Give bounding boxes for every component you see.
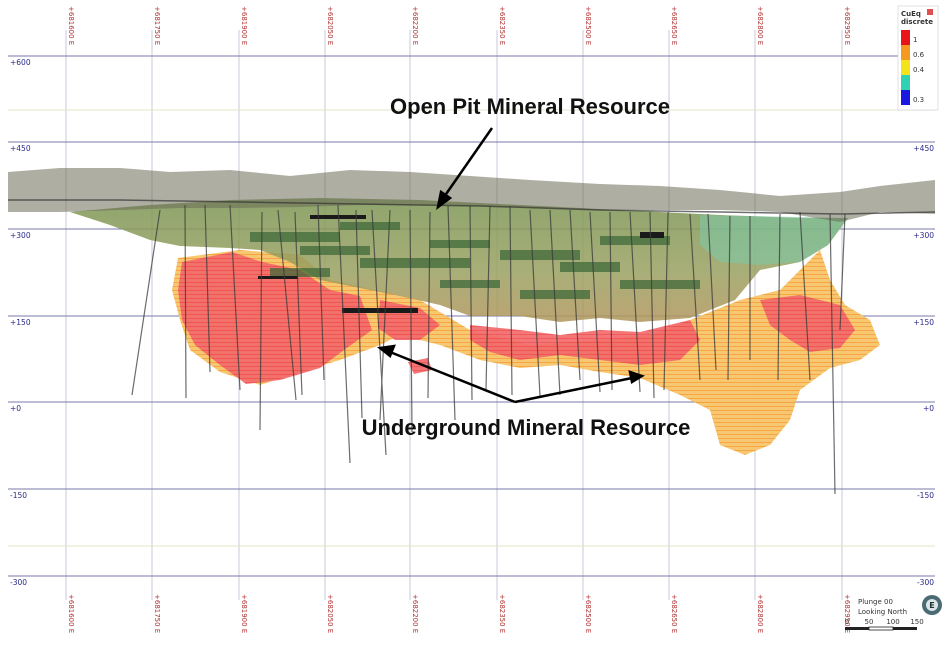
easting-label-bottom: +682950 E: [843, 594, 851, 633]
elevation-label-left: +600: [10, 58, 31, 67]
drill-hole: [277, 209, 297, 401]
underground-arrows: [376, 344, 645, 404]
easting-label-bottom: +682050 E: [326, 594, 334, 633]
legend-swatch: [901, 90, 910, 105]
scale-tick-label: 0: [845, 618, 849, 626]
elevation-label-right: -300: [917, 578, 934, 587]
legend-swatch: [901, 45, 910, 60]
easting-label-bottom: +681600 E: [67, 594, 75, 633]
easting-label-top: +682800 E: [756, 6, 764, 45]
easting-label-top: +682050 E: [326, 6, 334, 45]
drill-hole: [549, 209, 561, 396]
easting-label-bottom: +681750 E: [153, 594, 161, 633]
drill-hole: [184, 204, 187, 399]
elevation-label-right: +450: [913, 144, 934, 153]
drill-hole: [799, 211, 811, 381]
drill-hole: [294, 211, 303, 396]
open-pit-shell: [70, 198, 848, 322]
easting-label-top: +681600 E: [67, 6, 75, 45]
view-orientation: Plunge 00 Looking North E 0 50 100 150: [845, 595, 942, 631]
drill-hole: [485, 205, 491, 391]
elevation-label-left: +300: [10, 231, 31, 240]
legend-label: 0.4: [913, 66, 925, 74]
scale-tick-label: 150: [910, 618, 923, 626]
drill-hole: [609, 211, 613, 391]
drill-hole: [569, 209, 581, 381]
easting-label-bottom: +682200 E: [411, 594, 419, 633]
drill-hole: [589, 211, 601, 393]
drill-hole: [629, 211, 641, 393]
drill-hole-traces: [131, 204, 846, 495]
elevation-label-left: +450: [10, 144, 31, 153]
drill-hole: [229, 204, 241, 391]
drill-hole: [131, 209, 161, 396]
drill-hole: [379, 209, 391, 421]
easting-label-bottom: +682350 E: [498, 594, 506, 633]
drill-hole: [469, 205, 473, 401]
scale-tick-label: 50: [865, 618, 874, 626]
easting-label-top: +682950 E: [843, 6, 851, 45]
legend-label: 0.6: [913, 51, 925, 59]
easting-labels-top: +681600 E +681750 E +681900 E +682050 E +682…: [67, 6, 851, 45]
elevation-label-right: +150: [913, 318, 934, 327]
easting-label-top: +682200 E: [411, 6, 419, 45]
scale-bar: [845, 626, 917, 631]
drill-hole: [204, 204, 211, 373]
elevation-label-right: +300: [913, 231, 934, 240]
drill-hole: [529, 209, 541, 397]
elevation-labels-left: +600 +450 +300 +150 +0 -150 -300: [10, 58, 31, 587]
legend-subtitle: discrete: [901, 18, 933, 26]
elevation-label-left: +150: [10, 318, 31, 327]
legend-swatch: [901, 75, 910, 90]
plunge-label: Plunge 00: [858, 598, 893, 606]
drill-hole: [663, 211, 669, 391]
drill-hole: [337, 204, 351, 464]
elevation-label-left: -150: [10, 491, 27, 500]
legend-label: 0.3: [913, 96, 924, 104]
drill-hole: [447, 205, 456, 421]
drill-hole: [707, 213, 717, 371]
easting-label-bottom: +681900 E: [240, 594, 248, 633]
legend-title: CuEq: [901, 10, 921, 18]
elevation-label-left: -300: [10, 578, 27, 587]
scale-tick-label: 100: [886, 618, 899, 626]
drill-hole: [777, 213, 781, 381]
drill-hole: [829, 213, 836, 495]
easting-label-bottom: +682650 E: [670, 594, 678, 633]
easting-label-top: +682500 E: [584, 6, 592, 45]
drill-hole: [259, 211, 263, 431]
easting-label-top: +682650 E: [670, 6, 678, 45]
drill-hole: [355, 209, 363, 419]
drill-hole: [689, 213, 701, 381]
drill-hole: [317, 204, 325, 381]
drill-hole: [727, 215, 731, 381]
easting-label-bottom: +682800 E: [756, 594, 764, 633]
open-pit-label: Open Pit Mineral Resource: [390, 94, 670, 119]
easting-label-top: +682350 E: [498, 6, 506, 45]
easting-label-top: +681900 E: [240, 6, 248, 45]
elevation-label-right: +0: [923, 404, 934, 413]
compass-letter: E: [929, 601, 934, 610]
open-pit-arrow: [436, 127, 494, 210]
legend-label: 1: [913, 36, 917, 44]
underground-label: Underground Mineral Resource: [362, 415, 691, 440]
drill-hole: [509, 205, 513, 396]
elevation-label-right: -150: [917, 491, 934, 500]
elevation-label-left: +0: [10, 404, 21, 413]
grade-legend: CuEq discrete 1 0.6 0.4 0.3: [897, 5, 939, 111]
drill-hole: [649, 211, 655, 399]
legend-swatch: [901, 60, 910, 75]
direction-label: Looking North: [858, 608, 907, 616]
easting-label-top: +681750 E: [153, 6, 161, 45]
legend-close-icon[interactable]: [927, 9, 933, 15]
easting-labels-bottom: +681600 E +681750 E +681900 E +682050 E +682…: [67, 594, 851, 633]
elevation-labels-right: +600+450+300+150+0-150-300: [913, 58, 934, 587]
drill-hole: [409, 209, 413, 433]
drill-hole: [839, 213, 846, 331]
drill-hole: [371, 209, 387, 456]
legend-swatch: [901, 30, 910, 45]
easting-label-bottom: +682500 E: [584, 594, 592, 633]
